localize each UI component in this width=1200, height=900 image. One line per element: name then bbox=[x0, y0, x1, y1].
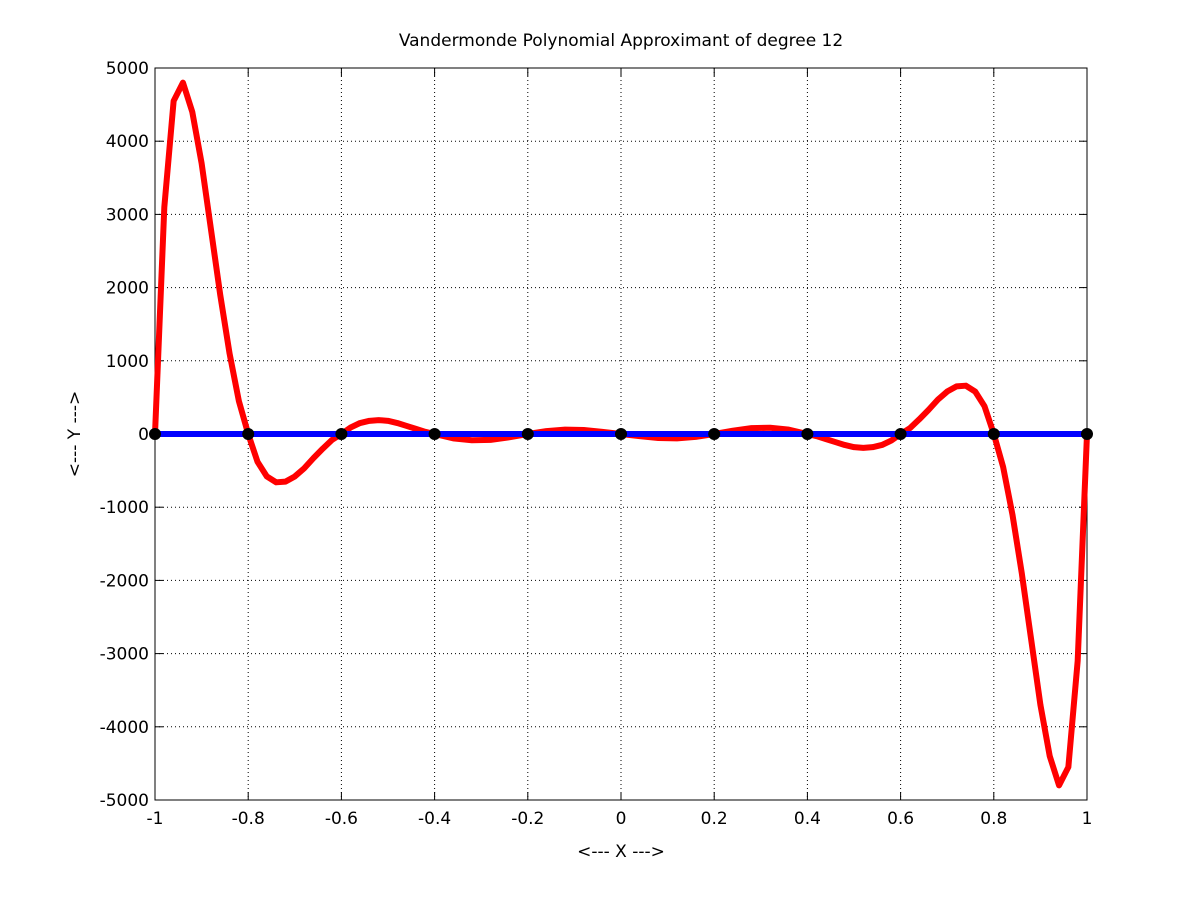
y-tick-label: -4000 bbox=[100, 718, 149, 738]
x-tick-label: 0.8 bbox=[980, 809, 1007, 829]
data-point bbox=[615, 428, 627, 440]
data-point bbox=[521, 428, 534, 440]
y-tick-label: -2000 bbox=[100, 571, 149, 591]
y-tick-label: -3000 bbox=[100, 645, 149, 665]
y-tick-label: 3000 bbox=[106, 205, 149, 225]
x-tick-label: -0.2 bbox=[511, 809, 544, 829]
x-axis-label: <--- X ---> bbox=[577, 842, 665, 862]
data-point bbox=[149, 428, 161, 440]
x-tick-label: 1 bbox=[1082, 809, 1093, 829]
x-tick-label: 0.4 bbox=[794, 809, 821, 829]
data-point bbox=[987, 428, 1000, 440]
chart-title: Vandermonde Polynomial Approximant of de… bbox=[399, 31, 843, 51]
y-tick-label: 4000 bbox=[106, 132, 149, 152]
data-point bbox=[242, 428, 255, 440]
y-axis-label: <--- Y ---> bbox=[65, 391, 85, 478]
x-tick-label: -0.4 bbox=[418, 809, 451, 829]
y-tick-label: 2000 bbox=[106, 279, 149, 299]
x-tick-label: -0.8 bbox=[232, 809, 265, 829]
y-tick-label: 0 bbox=[138, 425, 149, 445]
x-tick-label: 0.6 bbox=[887, 809, 914, 829]
data-point bbox=[801, 428, 814, 440]
data-point bbox=[335, 428, 348, 440]
data-point bbox=[894, 428, 907, 440]
data-point bbox=[428, 428, 441, 440]
x-tick-label: -1 bbox=[147, 809, 164, 829]
x-tick-label: 0 bbox=[616, 809, 627, 829]
y-tick-label: -1000 bbox=[100, 498, 149, 518]
y-tick-label: 5000 bbox=[106, 59, 149, 79]
data-point bbox=[1081, 428, 1093, 440]
x-tick-label: 0.2 bbox=[701, 809, 728, 829]
y-tick-label: -5000 bbox=[100, 791, 149, 811]
y-tick-label: 1000 bbox=[106, 352, 149, 372]
data-point bbox=[708, 428, 721, 440]
x-tick-label: -0.6 bbox=[325, 809, 358, 829]
